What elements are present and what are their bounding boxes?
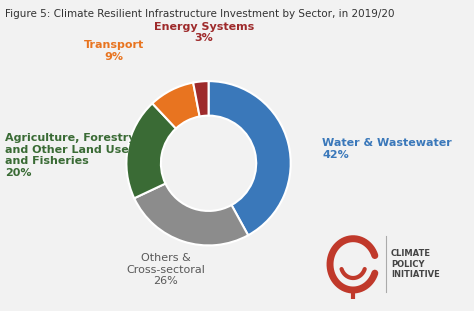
Text: Agriculture, Forestry
and Other Land Uses
and Fisheries
20%: Agriculture, Forestry and Other Land Use… [5,133,135,178]
Text: Water & Wastewater
42%: Water & Wastewater 42% [322,138,452,160]
Wedge shape [209,81,291,235]
Wedge shape [127,103,176,198]
Wedge shape [152,82,200,128]
Wedge shape [134,183,248,245]
Text: Figure 5: Climate Resilient Infrastructure Investment by Sector, in 2019/20: Figure 5: Climate Resilient Infrastructu… [5,9,394,19]
Text: Transport
9%: Transport 9% [83,40,144,62]
Text: Energy Systems
3%: Energy Systems 3% [154,22,254,43]
Wedge shape [193,81,209,116]
Text: Others &
Cross-sectoral
26%: Others & Cross-sectoral 26% [127,253,205,286]
Text: CLIMATE
POLICY
INITIATIVE: CLIMATE POLICY INITIATIVE [391,249,440,279]
